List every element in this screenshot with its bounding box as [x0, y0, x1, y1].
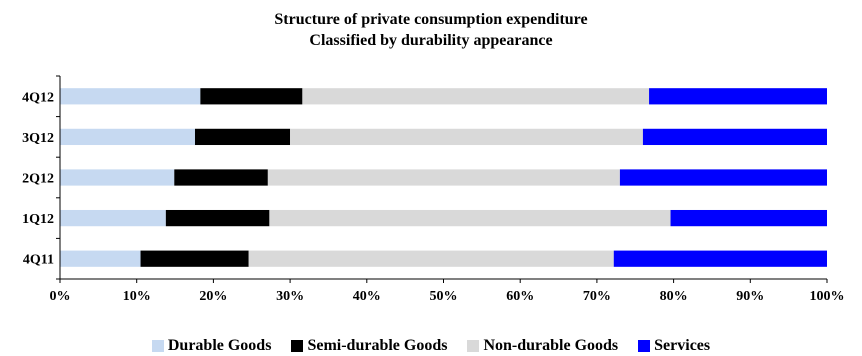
legend-swatch [151, 340, 164, 352]
chart-legend: Durable Goods Semi-durable Goods Non-durab… [0, 336, 862, 356]
y-tick-label: 3Q12 [22, 131, 54, 146]
bar-segment-non-durable-goods-1q12 [269, 209, 671, 227]
bar-segment-services-4q11 [613, 250, 827, 267]
bar-segment-durable-goods-4q11 [60, 250, 141, 267]
x-tick-label: 60% [506, 289, 534, 304]
bar-segment-non-durable-goods-3q12 [290, 128, 643, 146]
legend-swatch [467, 340, 480, 352]
y-tick-label: 2Q12 [22, 172, 54, 187]
x-tick-label: 50% [430, 289, 458, 304]
chart-title: Structure of private consumption expendi… [274, 11, 588, 28]
x-tick-label: 10% [123, 289, 151, 304]
legend-item-semi-durable-goods: Semi-durable Goods [291, 336, 447, 356]
legend-item-non-durable-goods: Non-durable Goods [467, 336, 618, 356]
x-tick-label: 90% [736, 289, 764, 304]
legend-item-durable-goods: Durable Goods [151, 336, 272, 356]
legend-swatch [291, 340, 304, 352]
legend-label: Non-durable Goods [483, 337, 619, 354]
x-tick-label: 70% [583, 289, 611, 304]
bar-segment-semi-durable-goods-2q12 [174, 169, 268, 186]
bar-segment-semi-durable-goods-4q12 [200, 88, 303, 105]
bar-segment-durable-goods-1q12 [60, 209, 166, 227]
x-tick-label: 80% [660, 289, 688, 304]
legend-label: Semi-durable Goods [307, 337, 448, 354]
x-tick-label: 30% [276, 289, 304, 304]
x-tick-label: 100% [810, 289, 845, 304]
x-tick-label: 20% [199, 289, 227, 304]
bar-segment-services-2q12 [619, 169, 827, 186]
bar-segment-non-durable-goods-4q12 [302, 88, 650, 105]
chart-subtitle: Classified by durability appearance [309, 32, 553, 49]
legend-label: Services [654, 337, 711, 354]
legend-label: Durable Goods [167, 337, 272, 354]
y-tick-label: 4Q12 [22, 90, 54, 105]
bar-segment-non-durable-goods-4q11 [248, 250, 614, 267]
legend-item-services: Services [638, 336, 710, 356]
bar-segment-non-durable-goods-2q12 [267, 169, 620, 186]
bar-segment-services-3q12 [642, 128, 827, 146]
y-tick-label: 4Q11 [23, 253, 54, 268]
y-tick-label: 1Q12 [22, 212, 54, 227]
legend-swatch [638, 340, 651, 352]
x-tick-label: 0% [50, 289, 71, 304]
x-tick-label: 40% [353, 289, 381, 304]
bar-segment-durable-goods-4q12 [60, 88, 201, 105]
bar-segment-durable-goods-2q12 [60, 169, 175, 186]
bar-segment-semi-durable-goods-3q12 [194, 128, 291, 146]
bar-segment-services-4q12 [649, 88, 827, 105]
bar-segment-semi-durable-goods-1q12 [165, 209, 270, 227]
bar-segment-durable-goods-3q12 [60, 128, 195, 146]
bar-segment-semi-durable-goods-4q11 [140, 250, 249, 267]
bar-segment-services-1q12 [670, 209, 827, 227]
